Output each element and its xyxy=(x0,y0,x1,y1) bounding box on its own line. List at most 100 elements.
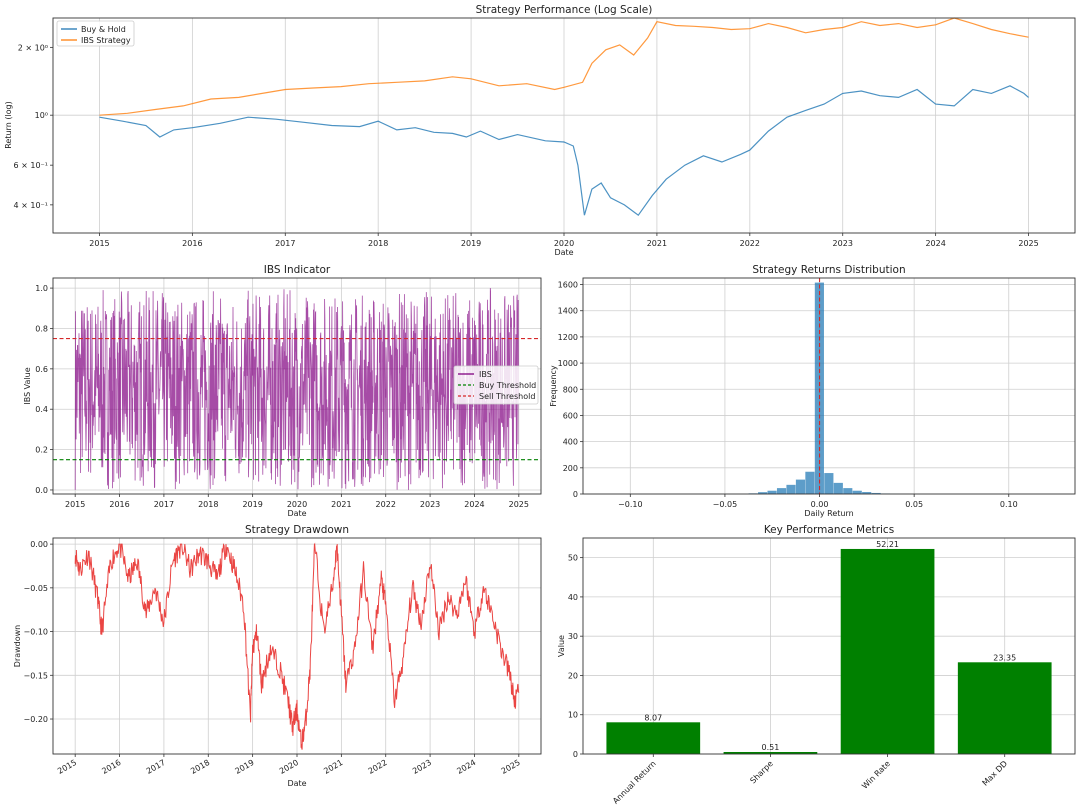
histogram-bar xyxy=(805,471,815,494)
histogram-bar xyxy=(758,492,768,494)
metric-value-label: 52.21 xyxy=(876,540,899,549)
performance-legend: Buy & Hold IBS Strategy xyxy=(56,20,135,47)
performance-ytick-label: 10⁰ xyxy=(35,111,48,120)
drawdown-xlabel: Date xyxy=(287,779,306,788)
legend-buy-hold: Buy & Hold xyxy=(81,25,126,34)
distribution-ytick-label: 1200 xyxy=(558,333,578,342)
drawdown-title: Strategy Drawdown xyxy=(245,524,349,536)
ibs-xtick-label: 2020 xyxy=(287,500,307,509)
metrics-xtick-label: Win Rate xyxy=(860,759,892,791)
ibs-xtick-label: 2018 xyxy=(198,500,218,509)
histogram-bar xyxy=(795,479,806,494)
performance-xtick-label: 2019 xyxy=(461,239,481,248)
performance-series xyxy=(99,17,1029,217)
distribution-xtick-label: −0.05 xyxy=(713,500,738,509)
ibs-ytick-label: 0.4 xyxy=(35,405,48,414)
performance-xlabel: Date xyxy=(554,248,573,257)
distribution-ytick-label: 1000 xyxy=(558,359,578,368)
ibs-xlabel: Date xyxy=(287,509,306,518)
drawdown-xtick-label: 2025 xyxy=(500,758,522,776)
performance-ytick-label: 6 × 10⁻¹ xyxy=(14,161,49,170)
ibs-xtick-label: 2021 xyxy=(331,500,351,509)
histogram-bar xyxy=(776,488,787,494)
ibs-ylabel: IBS Value xyxy=(23,367,32,404)
histogram-bar xyxy=(833,482,843,494)
ibs-series xyxy=(53,288,541,490)
ibs-xtick-label: 2016 xyxy=(109,500,129,509)
drawdown-ytick-label: −0.10 xyxy=(23,628,48,637)
metrics-ytick-label: 50 xyxy=(568,554,578,563)
performance-xtick-label: 2018 xyxy=(368,239,388,248)
ibs-line xyxy=(74,288,520,490)
histogram-bar xyxy=(824,473,834,494)
ibs-panel: IBS Indicator 2015 2016 2017 2018 2019 2020 20… xyxy=(23,264,542,518)
drawdown-ytick-label: −0.20 xyxy=(23,715,48,724)
ibs-xtick-label: 2024 xyxy=(464,500,484,509)
ibs-ytick-label: 0.0 xyxy=(35,486,48,495)
drawdown-xtick-label: 2017 xyxy=(145,758,167,776)
performance-xtick-label: 2015 xyxy=(89,239,109,248)
distribution-title: Strategy Returns Distribution xyxy=(752,264,905,276)
drawdown-xtick-label: 2015 xyxy=(56,758,78,776)
drawdown-xtick-label: 2016 xyxy=(100,758,122,776)
metrics-xtick-label: Max DD xyxy=(981,759,1010,788)
performance-xtick-label: 2020 xyxy=(554,239,574,248)
distribution-xtick-label: 0.10 xyxy=(1000,500,1018,509)
metrics-ytick-label: 20 xyxy=(568,671,578,680)
metrics-frame xyxy=(582,537,1076,755)
ibs-ytick-label: 0.8 xyxy=(35,324,48,333)
distribution-ylabel: Frequency xyxy=(549,365,558,407)
metrics-ytick-label: 40 xyxy=(568,593,578,602)
metrics-xtick-label: Annual Return xyxy=(611,759,658,806)
histogram-bar xyxy=(843,488,853,494)
drawdown-ticks: 2015 2016 2017 2018 2019 2020 2021 2022 2023 2024… xyxy=(23,540,521,776)
distribution-panel: Strategy Returns Distribution −0.10 −0.05… xyxy=(549,264,1076,518)
distribution-ytick-label: 400 xyxy=(563,438,578,447)
metric-value-label: 8.07 xyxy=(644,713,662,722)
distribution-ytick-label: 1600 xyxy=(558,281,578,290)
metrics-ytick-label: 30 xyxy=(568,632,578,641)
distribution-bars xyxy=(748,278,910,494)
metrics-title: Key Performance Metrics xyxy=(764,524,894,536)
metric-bar xyxy=(957,662,1052,754)
drawdown-xtick-label: 2023 xyxy=(411,758,433,776)
distribution-ytick-label: 600 xyxy=(563,411,578,420)
drawdown-grid xyxy=(53,538,541,754)
metric-value-label: 23.35 xyxy=(993,653,1016,662)
performance-grid xyxy=(53,18,1075,233)
metrics-ytick-label: 0 xyxy=(573,750,578,759)
distribution-frame xyxy=(582,277,1076,495)
histogram-bar xyxy=(862,492,872,494)
drawdown-xtick-label: 2022 xyxy=(367,758,389,776)
metric-value-label: 0.51 xyxy=(762,743,780,752)
ibs-xtick-label: 2015 xyxy=(65,500,85,509)
distribution-xtick-label: 0.05 xyxy=(905,500,923,509)
drawdown-xtick-label: 2021 xyxy=(322,758,344,776)
metrics-xtick-label: Sharpe xyxy=(748,759,774,785)
metrics-bars: 8.07 0.51 52.21 23.35 xyxy=(606,540,1052,754)
distribution-ticks: −0.10 −0.05 0.00 0.05 0.10 0 200 400 600 800 1000 1… xyxy=(558,281,1018,509)
ibs-ytick-label: 0.6 xyxy=(35,365,48,374)
distribution-ytick-label: 0 xyxy=(573,490,578,499)
drawdown-ytick-label: −0.15 xyxy=(23,671,48,680)
performance-xtick-label: 2025 xyxy=(1018,239,1038,248)
ibs-xtick-label: 2022 xyxy=(376,500,396,509)
drawdown-ytick-label: 0.00 xyxy=(30,540,48,549)
ibs-ytick-label: 1.0 xyxy=(35,284,48,293)
drawdown-xtick-label: 2020 xyxy=(278,758,300,776)
ibs-xtick-label: 2025 xyxy=(509,500,529,509)
metrics-ytick-label: 10 xyxy=(568,711,578,720)
ibs-ytick-label: 0.2 xyxy=(35,446,48,455)
ibs-legend: IBS Buy Threshold Sell Threshold xyxy=(453,365,539,405)
performance-xtick-label: 2016 xyxy=(182,239,202,248)
metric-bar xyxy=(840,548,935,754)
ibs-xtick-label: 2019 xyxy=(242,500,262,509)
ibs-ticks: 2015 2016 2017 2018 2019 2020 2021 2022 2023 2024… xyxy=(35,284,529,509)
metric-bar xyxy=(723,751,818,754)
drawdown-ylabel: Drawdown xyxy=(13,625,22,667)
drawdown-line xyxy=(74,542,520,750)
ibs-strategy-line xyxy=(99,17,1029,116)
ibs-title: IBS Indicator xyxy=(264,264,331,276)
buy-hold-line xyxy=(99,85,1029,217)
